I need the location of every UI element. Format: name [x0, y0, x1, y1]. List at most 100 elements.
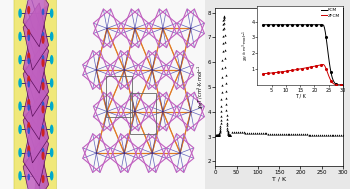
Point [328, 79, 334, 82]
FCM [337, 84, 341, 86]
Point [266, 132, 271, 135]
Polygon shape [23, 3, 49, 70]
Point [214, 134, 219, 137]
Point [288, 133, 294, 136]
Point [218, 122, 223, 125]
Point [226, 133, 231, 136]
Point [338, 133, 344, 136]
Circle shape [18, 101, 22, 111]
Point [227, 134, 233, 137]
Point [226, 134, 232, 137]
Circle shape [27, 58, 30, 64]
Point [226, 133, 232, 136]
Point [220, 34, 226, 37]
Point [214, 134, 219, 137]
ZFCM [341, 84, 345, 86]
Point [335, 133, 340, 136]
Circle shape [27, 150, 30, 157]
Circle shape [18, 125, 22, 134]
Polygon shape [33, 3, 49, 70]
Point [285, 70, 290, 73]
Point [219, 58, 225, 61]
Point [327, 133, 332, 136]
Circle shape [18, 78, 22, 88]
Circle shape [27, 52, 30, 61]
Point [260, 23, 266, 26]
Point [219, 75, 225, 78]
FCM [276, 24, 280, 26]
Circle shape [27, 99, 30, 107]
Point [338, 84, 343, 87]
FCM [341, 84, 345, 86]
Point [225, 132, 231, 135]
Point [222, 27, 227, 30]
Point [215, 134, 220, 137]
Point [222, 57, 228, 60]
Circle shape [42, 148, 44, 155]
Point [218, 114, 224, 117]
Circle shape [42, 55, 44, 62]
Point [221, 18, 227, 21]
Point [283, 132, 288, 136]
Point [317, 133, 323, 136]
Point [223, 90, 229, 93]
Circle shape [41, 36, 45, 44]
Point [222, 33, 228, 36]
ZFCM [338, 84, 342, 86]
Point [252, 132, 258, 135]
Point [300, 133, 306, 136]
Point [215, 134, 220, 137]
Point [258, 132, 264, 135]
Point [267, 132, 273, 135]
Point [245, 131, 250, 134]
Circle shape [41, 152, 45, 160]
Point [215, 134, 221, 137]
Polygon shape [23, 26, 49, 93]
Point [216, 133, 222, 136]
Point [323, 35, 329, 38]
Point [323, 67, 329, 70]
ZFCM [279, 71, 284, 73]
Point [323, 133, 329, 136]
Point [221, 15, 226, 18]
Circle shape [41, 175, 45, 183]
Point [318, 23, 324, 26]
Circle shape [50, 148, 54, 157]
Point [217, 131, 223, 134]
Circle shape [18, 32, 22, 41]
Point [299, 67, 304, 70]
Circle shape [42, 101, 44, 108]
Circle shape [18, 9, 22, 18]
ZFCM [261, 73, 265, 75]
Line: FCM: FCM [263, 25, 343, 85]
Circle shape [50, 9, 54, 18]
Point [333, 83, 338, 86]
Y-axis label: $\chi_M T$ /cm$^3$·K·mol$^{-1}$: $\chi_M T$ /cm$^3$·K·mol$^{-1}$ [196, 65, 206, 109]
Point [227, 134, 232, 137]
Y-axis label: $\chi_M$ /cm$^3$·mol$^{-1}$: $\chi_M$ /cm$^3$·mol$^{-1}$ [240, 30, 251, 61]
Circle shape [27, 34, 30, 41]
Point [310, 133, 315, 136]
Point [220, 50, 225, 53]
Point [248, 131, 254, 134]
FCM [302, 24, 306, 26]
Circle shape [41, 128, 45, 137]
Point [224, 118, 230, 121]
Circle shape [27, 29, 30, 37]
Point [321, 133, 327, 136]
Polygon shape [23, 49, 49, 116]
Circle shape [50, 55, 54, 64]
Point [309, 23, 314, 26]
Point [219, 83, 225, 86]
Point [224, 108, 229, 112]
Circle shape [42, 125, 44, 131]
Point [223, 82, 229, 85]
ZFCM [276, 71, 280, 73]
Point [235, 131, 240, 134]
Polygon shape [33, 142, 49, 189]
Point [332, 133, 338, 136]
Circle shape [41, 82, 45, 90]
Point [215, 134, 221, 137]
Polygon shape [33, 49, 49, 116]
Point [312, 133, 317, 136]
